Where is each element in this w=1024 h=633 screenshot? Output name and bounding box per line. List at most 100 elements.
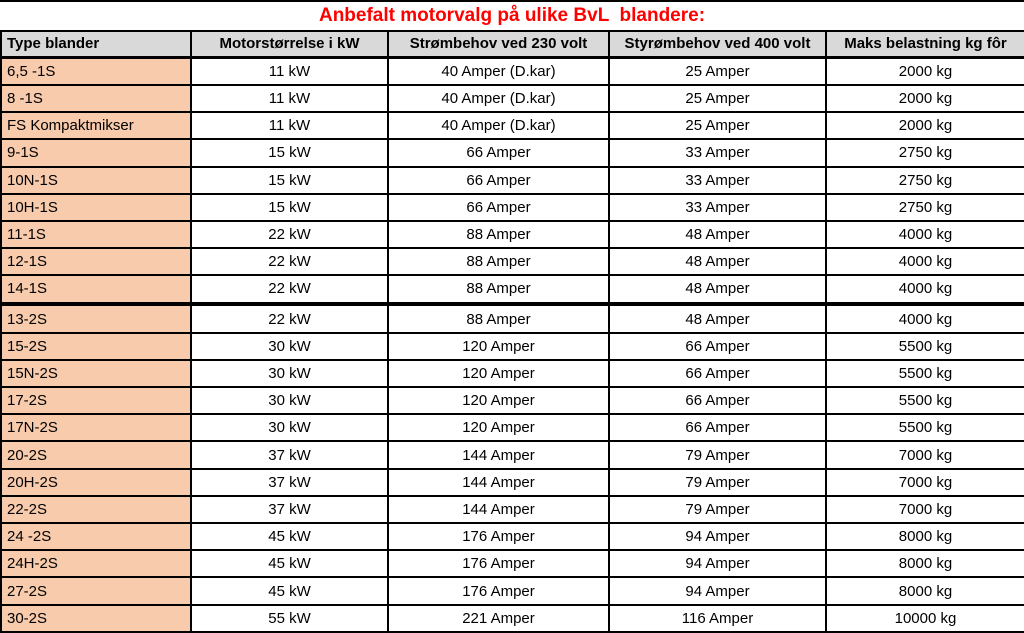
table-row: 6,5 -1S 11 kW 40 Amper (D.kar) 25 Amper 2000… — [0, 56, 1024, 86]
row-label-cell: 9-1S — [0, 138, 192, 168]
value-cell: 45 kW — [190, 549, 389, 579]
value-cell: 22 kW — [190, 304, 389, 334]
value-cell: 120 Amper — [387, 331, 610, 361]
value-cell: 79 Amper — [608, 440, 827, 470]
value-cell: 4000 kg — [825, 219, 1024, 250]
value-cell: 8000 kg — [825, 549, 1024, 579]
value-cell: 45 kW — [190, 522, 389, 552]
table-row: 11-1S 22 kW 88 Amper 48 Amper 4000 kg — [0, 219, 1024, 250]
value-cell: 8000 kg — [825, 576, 1024, 606]
table-row: 22-2S 37 kW 144 Amper 79 Amper 7000 kg — [0, 494, 1024, 525]
value-cell: 11 kW — [190, 111, 389, 141]
value-cell: 22 kW — [190, 219, 389, 250]
table-row: 20-2S 37 kW 144 Amper 79 Amper 7000 kg — [0, 440, 1024, 470]
value-cell: 88 Amper — [387, 247, 610, 277]
header-row: Type blander Motorstørrelse i kW Strømbeho… — [0, 30, 1024, 59]
value-cell: 88 Amper — [387, 304, 610, 334]
table-row: FS Kompaktmikser 11 kW 40 Amper (D.kar) 25 … — [0, 111, 1024, 141]
value-cell: 7000 kg — [825, 494, 1024, 525]
value-cell: 30 kW — [190, 331, 389, 361]
value-cell: 2000 kg — [825, 111, 1024, 141]
value-cell: 2000 kg — [825, 56, 1024, 86]
value-cell: 94 Amper — [608, 576, 827, 606]
value-cell: 120 Amper — [387, 386, 610, 416]
value-cell: 15 kW — [190, 192, 389, 222]
table-row: 14-1S 22 kW 88 Amper 48 Amper 4000 kg — [0, 274, 1024, 304]
value-cell: 2750 kg — [825, 165, 1024, 195]
row-label-cell: 10N-1S — [0, 165, 192, 195]
value-cell: 8000 kg — [825, 522, 1024, 552]
row-label-cell: 12-1S — [0, 247, 192, 277]
value-cell: 40 Amper (D.kar) — [387, 83, 610, 114]
table-row: 30-2S 55 kW 221 Amper 116 Amper 10000 kg — [0, 603, 1024, 633]
value-cell: 66 Amper — [608, 413, 827, 443]
value-cell: 5500 kg — [825, 413, 1024, 443]
table-row: 15N-2S 30 kW 120 Amper 66 Amper 5500 kg — [0, 358, 1024, 389]
value-cell: 79 Amper — [608, 467, 827, 497]
value-cell: 10000 kg — [825, 603, 1024, 633]
value-cell: 33 Amper — [608, 165, 827, 195]
value-cell: 4000 kg — [825, 247, 1024, 277]
value-cell: 66 Amper — [608, 358, 827, 389]
table-row: 12-1S 22 kW 88 Amper 48 Amper 4000 kg — [0, 247, 1024, 277]
value-cell: 2000 kg — [825, 83, 1024, 114]
value-cell: 5500 kg — [825, 358, 1024, 389]
value-cell: 116 Amper — [608, 603, 827, 633]
motor-recommendation-table: Type blander Motorstørrelse i kW Strømbeho… — [0, 30, 1024, 633]
table-row: 17-2S 30 kW 120 Amper 66 Amper 5500 kg — [0, 386, 1024, 416]
value-cell: 25 Amper — [608, 56, 827, 86]
value-cell: 40 Amper (D.kar) — [387, 111, 610, 141]
value-cell: 79 Amper — [608, 494, 827, 525]
row-label-cell: 15-2S — [0, 331, 192, 361]
row-label-cell: 13-2S — [0, 304, 192, 334]
column-header-3: Strømbehov ved 230 volt — [387, 30, 610, 59]
value-cell: 15 kW — [190, 165, 389, 195]
value-cell: 33 Amper — [608, 138, 827, 168]
value-cell: 66 Amper — [387, 138, 610, 168]
value-cell: 144 Amper — [387, 467, 610, 497]
row-label-cell: 30-2S — [0, 603, 192, 633]
value-cell: 88 Amper — [387, 274, 610, 304]
value-cell: 40 Amper (D.kar) — [387, 56, 610, 86]
value-cell: 176 Amper — [387, 549, 610, 579]
table-row: 8 -1S 11 kW 40 Amper (D.kar) 25 Amper 2000 k… — [0, 83, 1024, 114]
value-cell: 30 kW — [190, 358, 389, 389]
value-cell: 5500 kg — [825, 386, 1024, 416]
table-row: 24H-2S 45 kW 176 Amper 94 Amper 8000 kg — [0, 549, 1024, 579]
table-row: 17N-2S 30 kW 120 Amper 66 Amper 5500 kg — [0, 413, 1024, 443]
row-label-cell: 15N-2S — [0, 358, 192, 389]
row-label-cell: FS Kompaktmikser — [0, 111, 192, 141]
value-cell: 55 kW — [190, 603, 389, 633]
row-label-cell: 27-2S — [0, 576, 192, 606]
table-row: 10N-1S 15 kW 66 Amper 33 Amper 2750 kg — [0, 165, 1024, 195]
value-cell: 30 kW — [190, 386, 389, 416]
value-cell: 11 kW — [190, 83, 389, 114]
value-cell: 7000 kg — [825, 440, 1024, 470]
table-row: 13-2S 22 kW 88 Amper 48 Amper 4000 kg — [0, 304, 1024, 334]
value-cell: 33 Amper — [608, 192, 827, 222]
column-header-2: Motorstørrelse i kW — [190, 30, 389, 59]
value-cell: 4000 kg — [825, 274, 1024, 304]
value-cell: 88 Amper — [387, 219, 610, 250]
value-cell: 15 kW — [190, 138, 389, 168]
value-cell: 94 Amper — [608, 549, 827, 579]
column-header-1: Type blander — [0, 30, 192, 59]
value-cell: 48 Amper — [608, 274, 827, 304]
value-cell: 48 Amper — [608, 247, 827, 277]
column-header-5: Maks belastning kg fôr — [825, 30, 1024, 59]
value-cell: 66 Amper — [608, 386, 827, 416]
value-cell: 94 Amper — [608, 522, 827, 552]
row-label-cell: 8 -1S — [0, 83, 192, 114]
value-cell: 22 kW — [190, 247, 389, 277]
value-cell: 4000 kg — [825, 304, 1024, 334]
row-label-cell: 24 -2S — [0, 522, 192, 552]
value-cell: 25 Amper — [608, 111, 827, 141]
value-cell: 25 Amper — [608, 83, 827, 114]
row-label-cell: 22-2S — [0, 494, 192, 525]
row-label-cell: 17N-2S — [0, 413, 192, 443]
table-body: 6,5 -1S 11 kW 40 Amper (D.kar) 25 Amper 2000… — [0, 56, 1024, 633]
table-row: 24 -2S 45 kW 176 Amper 94 Amper 8000 kg — [0, 522, 1024, 552]
value-cell: 37 kW — [190, 440, 389, 470]
row-label-cell: 20H-2S — [0, 467, 192, 497]
value-cell: 120 Amper — [387, 413, 610, 443]
